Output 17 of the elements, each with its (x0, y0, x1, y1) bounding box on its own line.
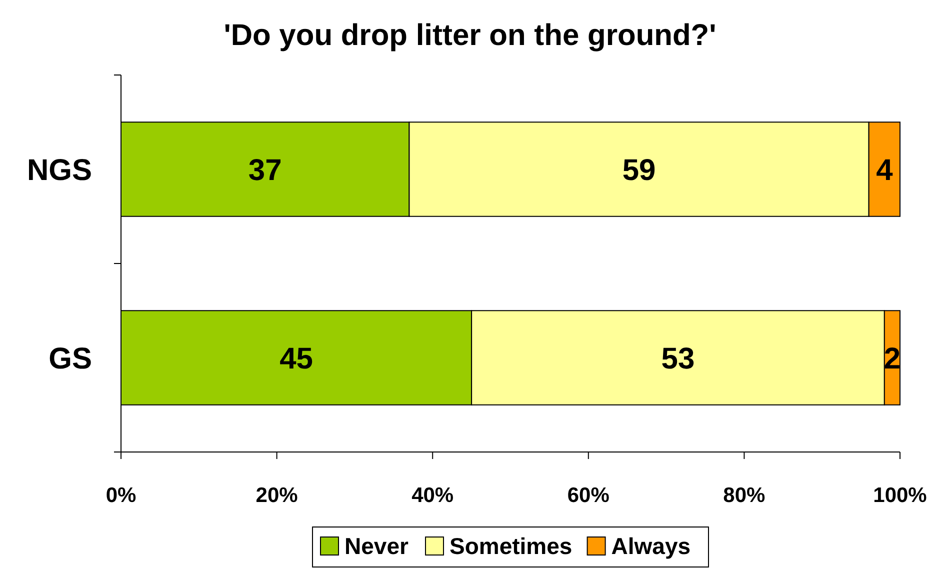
data-label: 37 (248, 154, 282, 187)
x-tick-label: 20% (256, 484, 298, 507)
data-label: 4 (876, 154, 894, 187)
x-tick-label: 40% (412, 484, 454, 507)
x-tick-label: 80% (723, 484, 766, 507)
chart-title: 'Do you drop litter on the ground?' (224, 19, 716, 52)
data-label: 53 (661, 342, 695, 376)
x-tick-label: 60% (567, 484, 610, 507)
y-tick-label: GS (48, 342, 92, 376)
legend-label: Sometimes (450, 533, 572, 560)
y-tick-label: NGS (26, 154, 92, 187)
data-label: 45 (280, 342, 313, 376)
legend-label: Never (344, 533, 408, 560)
x-tick-label: 100% (873, 484, 928, 507)
data-label: 59 (622, 154, 656, 187)
legend-label: Always (611, 533, 691, 560)
x-tick-label: 0% (106, 484, 136, 507)
